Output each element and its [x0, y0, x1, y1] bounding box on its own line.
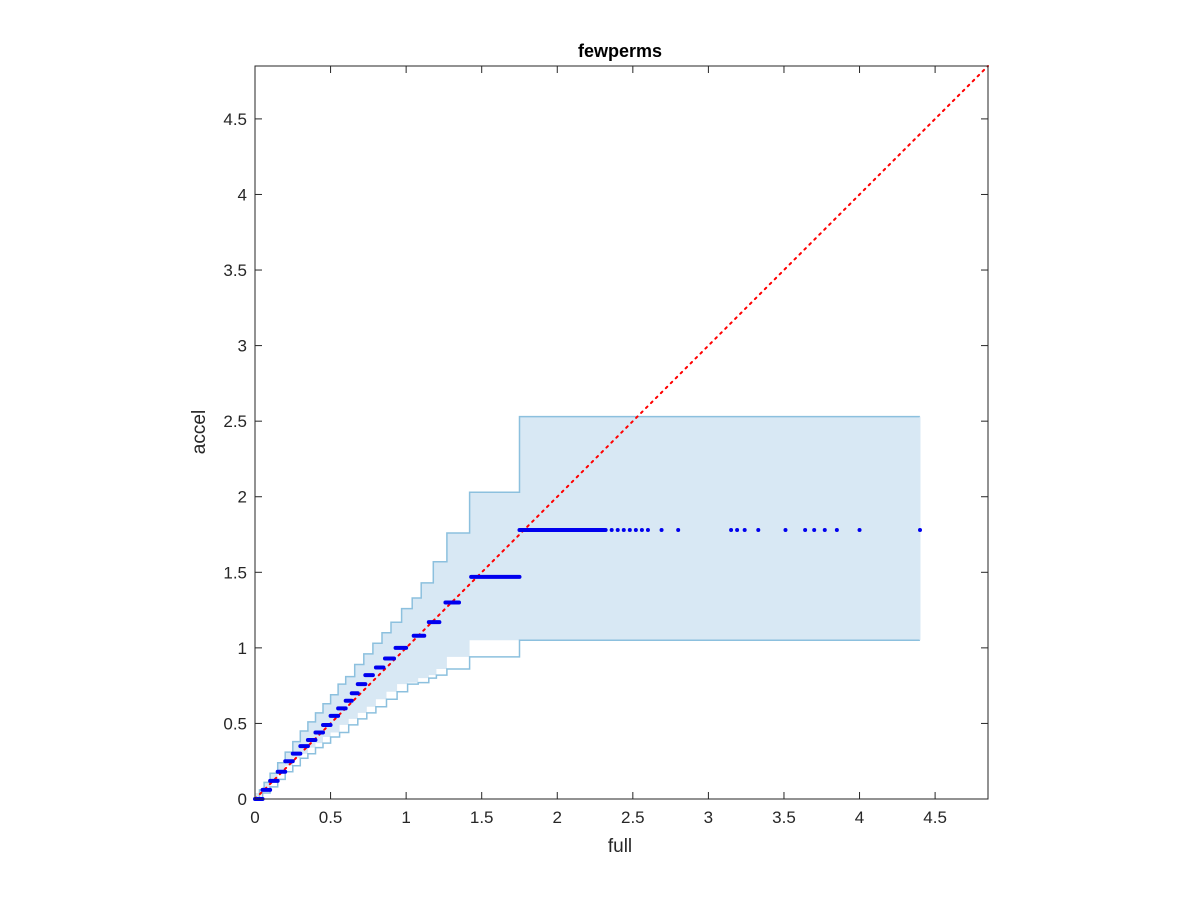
x-tick-label: 4.5	[923, 808, 947, 827]
x-tick-label: 4	[855, 808, 864, 827]
band-fill	[255, 416, 920, 799]
data-point	[803, 527, 808, 532]
x-tick-label: 2	[553, 808, 562, 827]
y-tick-label: 4	[238, 185, 247, 204]
y-axis-ticks: 0 0.5 1 1.5 2 2.5 3 3.5 4 4.5	[223, 110, 988, 809]
data-points	[253, 527, 922, 801]
y-tick-label: 1.5	[223, 563, 247, 582]
data-point	[742, 527, 747, 532]
data-point	[621, 527, 626, 532]
y-tick-label: 3.5	[223, 261, 247, 280]
y-tick-label: 0.5	[223, 714, 247, 733]
data-point	[735, 527, 740, 532]
data-point	[812, 527, 817, 532]
x-tick-label: 3	[704, 808, 713, 827]
data-point	[615, 527, 620, 532]
data-point	[659, 527, 664, 532]
chart-title: fewperms	[578, 41, 662, 61]
y-axis-label: accel	[189, 410, 210, 454]
x-tick-label: 1.5	[470, 808, 494, 827]
data-point	[633, 527, 638, 532]
data-point	[783, 527, 788, 532]
data-point	[834, 527, 839, 532]
data-point	[609, 527, 614, 532]
data-point	[639, 527, 644, 532]
data-point	[857, 527, 862, 532]
reference-line	[254, 65, 989, 800]
y-tick-label: 2	[238, 488, 247, 507]
data-point	[917, 527, 922, 532]
y-tick-label: 3	[238, 337, 247, 356]
y-tick-label: 0	[238, 790, 247, 809]
data-point	[729, 527, 734, 532]
identity-line	[254, 65, 989, 800]
plot-frame	[254, 65, 989, 800]
confidence-band	[255, 415, 921, 800]
x-axis-ticks: 0 0.5 1 1.5 2 2.5 3 3.5 4 4.5	[250, 66, 947, 827]
data-point	[627, 527, 632, 532]
band-upper-edge	[255, 415, 920, 800]
data-point	[756, 527, 761, 532]
data-point	[822, 527, 827, 532]
data-point	[676, 527, 681, 532]
x-tick-label: 2.5	[621, 808, 645, 827]
x-tick-label: 3.5	[772, 808, 796, 827]
data-point	[645, 527, 650, 532]
x-axis-label: full	[608, 836, 632, 857]
y-tick-label: 4.5	[223, 110, 247, 129]
x-tick-label: 1	[401, 808, 410, 827]
x-tick-label: 0.5	[319, 808, 343, 827]
x-tick-label: 0	[250, 808, 259, 827]
y-tick-label: 2.5	[223, 412, 247, 431]
y-tick-label: 1	[238, 639, 247, 658]
